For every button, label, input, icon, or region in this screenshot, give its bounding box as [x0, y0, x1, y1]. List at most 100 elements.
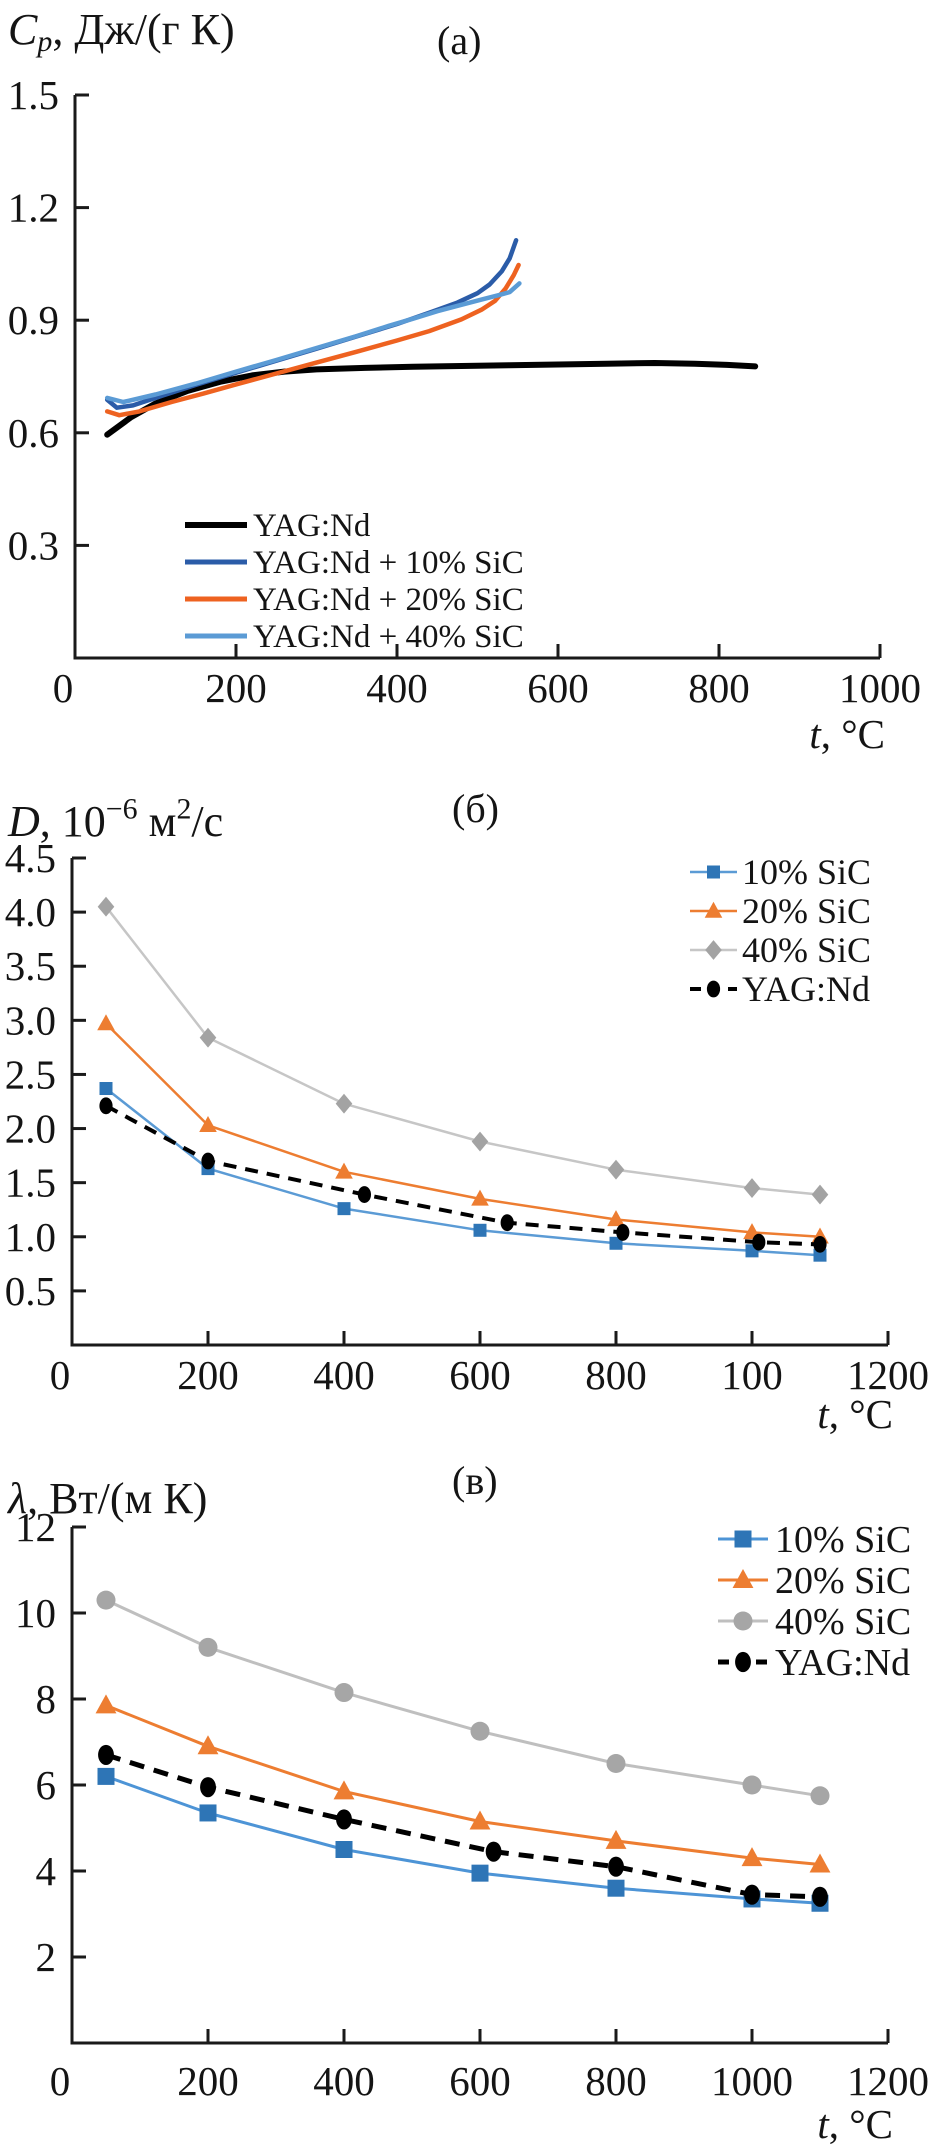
legend-label: YAG:Nd: [253, 508, 371, 544]
series-markers-10-sic: [99, 1082, 827, 1262]
series-markers-40-sic: [96, 1590, 830, 1806]
x-axis-title: t, °C: [817, 2101, 893, 2147]
series-markers-20-sic: [95, 1694, 831, 1873]
legend-label: YAG:Nd + 10% SiC: [253, 545, 524, 581]
legend-item-40-sic: 40% SiC: [718, 1601, 911, 1643]
chart-a-heat-capacity: Cp, Дж/(г К) (а) 1.5 1.2 0.9 0.6 0.3 0 200 400 600…: [8, 5, 921, 757]
axes: [73, 93, 882, 660]
y-tick-label: 12: [15, 1504, 56, 1550]
x-tick-label: 1200: [847, 1352, 929, 1398]
y-axis-title: Cp, Дж/(г К): [8, 5, 235, 58]
legend-label: 40% SiC: [742, 930, 871, 970]
y-tick-label: 1.0: [5, 1214, 56, 1260]
series-20-sic: [95, 1694, 831, 1873]
legend-label: YAG:Nd + 20% SiC: [253, 582, 524, 618]
y-tick-label: 1.2: [8, 185, 59, 231]
y-tick-label: 1.5: [8, 72, 59, 118]
legend-item-yag-nd: YAG:Nd: [690, 969, 870, 1009]
x-tick-label: 800: [585, 1352, 647, 1398]
tick-labels: 1.5 1.2 0.9 0.6 0.3 0 200 400 600 800 1000: [8, 72, 921, 711]
legend-item-yag-nd: YAG:Nd: [718, 1642, 910, 1684]
legend-item-yag-nd: YAG:Nd: [185, 508, 371, 544]
x-tick-label: 200: [177, 1352, 239, 1398]
legend-item-yag-nd-10-sic: YAG:Nd + 10% SiC: [185, 545, 524, 581]
axes: [70, 856, 890, 1347]
y-tick-label: 3.5: [5, 943, 56, 989]
axes: [70, 1525, 890, 2045]
series-line-yag-nd: [105, 1752, 821, 1900]
legend-label: 10% SiC: [775, 1519, 911, 1561]
tick-labels: 12 10 8 6 4 2 0 200 400 600 800 1000 1200: [15, 1504, 929, 2104]
legend-item-yag-nd-40-sic: YAG:Nd + 40% SiC: [185, 619, 524, 655]
y-tick-label: 0.6: [8, 410, 59, 456]
x-tick-label: 0: [50, 2058, 71, 2104]
x-tick-label: 400: [313, 2058, 375, 2104]
legend-item-10-sic: 10% SiC: [690, 852, 871, 892]
legend-label: YAG:Nd: [742, 969, 870, 1009]
legend-label: 20% SiC: [742, 891, 871, 931]
x-tick-label: 400: [366, 665, 428, 711]
legend-item-20-sic: 20% SiC: [690, 891, 871, 931]
legend-label: 10% SiC: [742, 852, 871, 892]
x-tick-label: 600: [527, 665, 589, 711]
series-line-yag-nd: [104, 360, 759, 438]
x-tick-label: 0: [53, 665, 74, 711]
series-markers-20-sic: [97, 1014, 829, 1244]
series-line-40-sic: [104, 1598, 822, 1798]
y-tick-label: 4.5: [5, 835, 56, 881]
legend-item-20-sic: 20% SiC: [718, 1560, 911, 1602]
x-tick-label: 600: [449, 1352, 511, 1398]
y-tick-label: 8: [36, 1676, 57, 1722]
y-tick-label: 10: [15, 1590, 56, 1636]
x-tick-label: 100: [721, 1352, 783, 1398]
series-yag-nd: [99, 1097, 827, 1253]
x-tick-label: 600: [449, 2058, 511, 2104]
series-yag-nd: [98, 1744, 828, 1907]
x-tick-label: 200: [177, 2058, 239, 2104]
legend-label: YAG:Nd + 40% SiC: [253, 619, 524, 655]
x-tick-label: 800: [688, 665, 750, 711]
chart-b-thermal-diffusivity: D, 10−6 м2/с (б) 4.5 4.0 3.5 3.0 2.5 2.0 1.5 1.0 0…: [5, 786, 929, 1437]
panel-label: (в): [452, 1458, 498, 1503]
y-tick-label: 0.3: [8, 522, 59, 568]
x-tick-label: 1000: [839, 665, 921, 711]
series-line-10-sic: [104, 1774, 822, 1905]
legend-item-10-sic: 10% SiC: [718, 1519, 911, 1561]
x-tick-label: 1000: [711, 2058, 793, 2104]
y-tick-label: 6: [36, 1762, 57, 1808]
y-axis-title: D, 10−6 м2/с: [7, 792, 223, 846]
y-axis-title: λ, Вт/(м К): [6, 1474, 207, 1523]
legend-label: YAG:Nd: [775, 1642, 910, 1684]
y-tick-label: 4.0: [5, 889, 56, 935]
x-tick-label: 0: [50, 1352, 71, 1398]
x-tick-label: 1200: [847, 2058, 929, 2104]
legend-item-40-sic: 40% SiC: [690, 930, 871, 970]
series-40-sic: [96, 1590, 830, 1806]
tick-labels: 4.5 4.0 3.5 3.0 2.5 2.0 1.5 1.0 0.5 0 200 400 600 800…: [5, 835, 929, 1398]
series-yag-nd: [104, 360, 759, 438]
legend-label: 20% SiC: [775, 1560, 911, 1602]
series-yag-nd-40-sic: [104, 281, 522, 405]
x-axis-title: t, °C: [817, 1391, 893, 1437]
x-tick-label: 800: [585, 2058, 647, 2104]
y-tick-label: 4: [36, 1848, 57, 1894]
series-20-sic: [97, 1014, 829, 1244]
legend-item-yag-nd-20-sic: YAG:Nd + 20% SiC: [185, 582, 524, 618]
y-tick-label: 0.5: [5, 1268, 56, 1314]
y-tick-label: 3.0: [5, 997, 56, 1043]
panel-label: (а): [437, 18, 481, 63]
y-tick-label: 2.0: [5, 1106, 56, 1152]
series-markers-yag-nd: [98, 1744, 828, 1907]
y-tick-label: 0.9: [8, 297, 59, 343]
x-tick-label: 200: [205, 665, 267, 711]
series-line-yag-nd-40-sic: [104, 281, 522, 405]
legend-label: 40% SiC: [775, 1601, 911, 1643]
series-markers-yag-nd: [99, 1097, 827, 1253]
y-tick-label: 2.5: [5, 1051, 56, 1097]
y-tick-label: 1.5: [5, 1160, 56, 1206]
